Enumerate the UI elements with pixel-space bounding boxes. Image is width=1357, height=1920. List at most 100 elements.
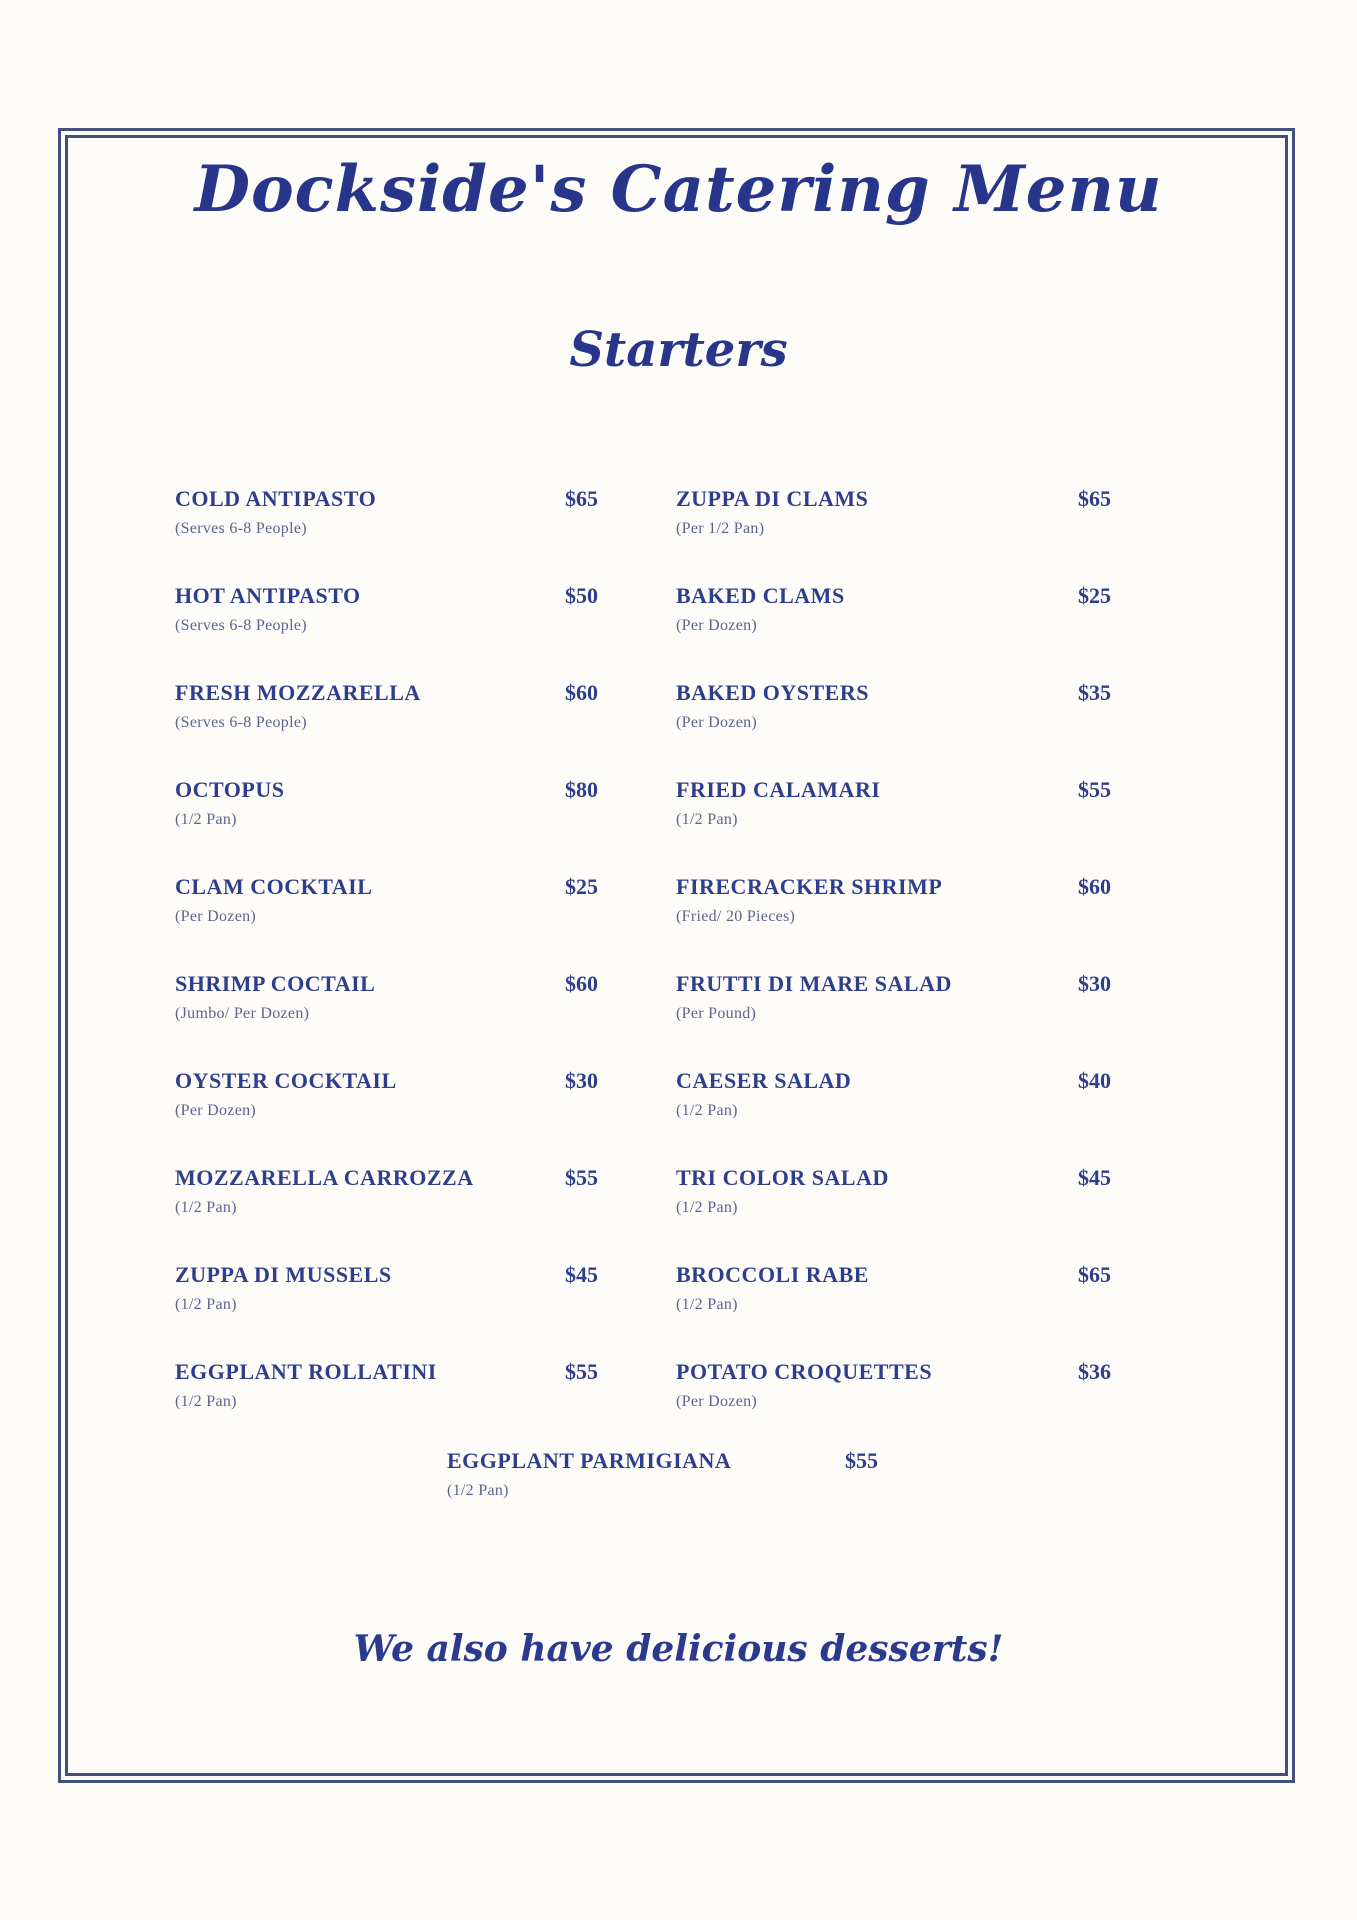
menu-item-price: $25: [565, 874, 598, 899]
menu-item-name: HOT ANTIPASTO: [175, 583, 361, 608]
menu-item-text: EGGPLANT ROLLATINI (1/2 Pan): [175, 1359, 565, 1412]
menu-item-price: $60: [565, 971, 598, 996]
menu-item: SHRIMP COCTAIL (Jumbo/ Per Dozen) $60: [175, 971, 635, 1068]
menu-item: EGGPLANT ROLLATINI (1/2 Pan) $55: [175, 1359, 635, 1456]
menu-item-name: MOZZARELLA CARROZZA: [175, 1165, 474, 1190]
menu-item-text: FIRECRACKER SHRIMP (Fried/ 20 Pieces): [676, 874, 1078, 927]
menu-item: BAKED OYSTERS (Per Dozen) $35: [676, 680, 1146, 777]
menu-item: FRESH MOZZARELLA (Serves 6-8 People) $60: [175, 680, 635, 777]
menu-item-price: $65: [565, 486, 598, 511]
menu-item-unit: (1/2 Pan): [676, 811, 738, 828]
section-heading-starters: Starters: [569, 322, 788, 378]
menu-item-unit: (1/2 Pan): [175, 811, 237, 828]
menu-item-unit: (Per Pound): [676, 1005, 757, 1022]
menu-item-name: CLAM COCKTAIL: [175, 874, 373, 899]
menu-item-name: FRIED CALAMARI: [676, 777, 881, 802]
menu-item-text: MOZZARELLA CARROZZA (1/2 Pan): [175, 1165, 565, 1218]
menu-item-price: $36: [1078, 1359, 1111, 1384]
menu-item-text: HOT ANTIPASTO (Serves 6-8 People): [175, 583, 565, 636]
menu-item-unit: (Serves 6-8 People): [175, 617, 307, 634]
menu-item-price: $65: [1078, 486, 1111, 511]
menu-item-text: OYSTER COCKTAIL (Per Dozen): [175, 1068, 565, 1121]
menu-item-price: $25: [1078, 583, 1111, 608]
menu-border-frame: [58, 128, 1295, 1783]
menu-item-name: OYSTER COCKTAIL: [175, 1068, 397, 1093]
menu-item-text: TRI COLOR SALAD (1/2 Pan): [676, 1165, 1078, 1218]
menu-item-text: COLD ANTIPASTO (Serves 6-8 People): [175, 486, 565, 539]
menu-item: FIRECRACKER SHRIMP (Fried/ 20 Pieces) $6…: [676, 874, 1146, 971]
menu-item-text: CAESER SALAD (1/2 Pan): [676, 1068, 1078, 1121]
menu-item: BAKED CLAMS (Per Dozen) $25: [676, 583, 1146, 680]
menu-item-name: BAKED OYSTERS: [676, 680, 869, 705]
menu-item-price: $60: [1078, 874, 1111, 899]
menu-item: ZUPPA DI MUSSELS (1/2 Pan) $45: [175, 1262, 635, 1359]
menu-item-name: SHRIMP COCTAIL: [175, 971, 376, 996]
menu-item: POTATO CROQUETTES (Per Dozen) $36: [676, 1359, 1146, 1456]
menu-item: CAESER SALAD (1/2 Pan) $40: [676, 1068, 1146, 1165]
menu-item-unit: (1/2 Pan): [676, 1199, 738, 1216]
menu-item-unit: (1/2 Pan): [175, 1296, 237, 1313]
menu-item-text: OCTOPUS (1/2 Pan): [175, 777, 565, 830]
menu-item: BROCCOLI RABE (1/2 Pan) $65: [676, 1262, 1146, 1359]
menu-item-text: CLAM COCKTAIL (Per Dozen): [175, 874, 565, 927]
menu-item-eggplant-parmigiana: EGGPLANT PARMIGIANA (1/2 Pan) $55: [447, 1448, 878, 1501]
menu-item-price: $30: [1078, 971, 1111, 996]
menu-item-unit: (1/2 Pan): [447, 1482, 509, 1499]
menu-item-name: FIRECRACKER SHRIMP: [676, 874, 943, 899]
menu-item-text: BAKED CLAMS (Per Dozen): [676, 583, 1078, 636]
menu-item: ZUPPA DI CLAMS (Per 1/2 Pan) $65: [676, 486, 1146, 583]
menu-item: FRIED CALAMARI (1/2 Pan) $55: [676, 777, 1146, 874]
menu-item-unit: (Fried/ 20 Pieces): [676, 908, 796, 925]
menu-item: OYSTER COCKTAIL (Per Dozen) $30: [175, 1068, 635, 1165]
menu-item-name: COLD ANTIPASTO: [175, 486, 377, 511]
menu-item-price: $55: [565, 1359, 598, 1384]
menu-item-price: $30: [565, 1068, 598, 1093]
menu-item-text: POTATO CROQUETTES (Per Dozen): [676, 1359, 1078, 1412]
menu-column-right: ZUPPA DI CLAMS (Per 1/2 Pan) $65 BAKED C…: [676, 486, 1146, 1456]
menu-item-price: $50: [565, 583, 598, 608]
menu-item-price: $45: [1078, 1165, 1111, 1190]
menu-item-text: SHRIMP COCTAIL (Jumbo/ Per Dozen): [175, 971, 565, 1024]
menu-item-price: $35: [1078, 680, 1111, 705]
menu-item-name: FRESH MOZZARELLA: [175, 680, 421, 705]
menu-item-unit: (1/2 Pan): [175, 1199, 237, 1216]
menu-item-unit: (1/2 Pan): [676, 1102, 738, 1119]
menu-item-unit: (1/2 Pan): [676, 1296, 738, 1313]
menu-column-left: COLD ANTIPASTO (Serves 6-8 People) $65 H…: [175, 486, 635, 1456]
page-title: Dockside's Catering Menu: [194, 152, 1163, 227]
menu-item-price: $60: [565, 680, 598, 705]
menu-item-unit: (Per Dozen): [676, 714, 758, 731]
menu-item-name: POTATO CROQUETTES: [676, 1359, 933, 1384]
menu-item-text: FRIED CALAMARI (1/2 Pan): [676, 777, 1078, 830]
menu-item-unit: (Serves 6-8 People): [175, 714, 307, 731]
menu-item-text: BROCCOLI RABE (1/2 Pan): [676, 1262, 1078, 1315]
menu-item: OCTOPUS (1/2 Pan) $80: [175, 777, 635, 874]
menu-item-unit: (Jumbo/ Per Dozen): [175, 1005, 310, 1022]
menu-item: CLAM COCKTAIL (Per Dozen) $25: [175, 874, 635, 971]
menu-item-price: $55: [565, 1165, 598, 1190]
menu-item-unit: (1/2 Pan): [175, 1393, 237, 1410]
menu-item-name: CAESER SALAD: [676, 1068, 852, 1093]
menu-item-text: EGGPLANT PARMIGIANA (1/2 Pan): [447, 1448, 845, 1501]
menu-item-unit: (Per Dozen): [676, 1393, 758, 1410]
menu-item-name: FRUTTI DI MARE SALAD: [676, 971, 952, 996]
menu-item: MOZZARELLA CARROZZA (1/2 Pan) $55: [175, 1165, 635, 1262]
menu-item: TRI COLOR SALAD (1/2 Pan) $45: [676, 1165, 1146, 1262]
menu-item-text: ZUPPA DI CLAMS (Per 1/2 Pan): [676, 486, 1078, 539]
menu-item-unit: (Per Dozen): [676, 617, 758, 634]
menu-item-price: $55: [1078, 777, 1111, 802]
menu-item-name: TRI COLOR SALAD: [676, 1165, 889, 1190]
menu-item-price: $65: [1078, 1262, 1111, 1287]
menu-item-name: ZUPPA DI MUSSELS: [175, 1262, 392, 1287]
menu-item-unit: (Per Dozen): [175, 1102, 257, 1119]
menu-item-name: OCTOPUS: [175, 777, 285, 802]
menu-item-name: EGGPLANT PARMIGIANA: [447, 1448, 732, 1473]
menu-item-unit: (Per 1/2 Pan): [676, 520, 765, 537]
menu-item-text: ZUPPA DI MUSSELS (1/2 Pan): [175, 1262, 565, 1315]
menu-item-price: $40: [1078, 1068, 1111, 1093]
menu-item-price: $45: [565, 1262, 598, 1287]
footer-note: We also have delicious desserts!: [353, 1628, 1004, 1670]
menu-item-text: FRUTTI DI MARE SALAD (Per Pound): [676, 971, 1078, 1024]
menu-item-price: $55: [845, 1448, 878, 1473]
